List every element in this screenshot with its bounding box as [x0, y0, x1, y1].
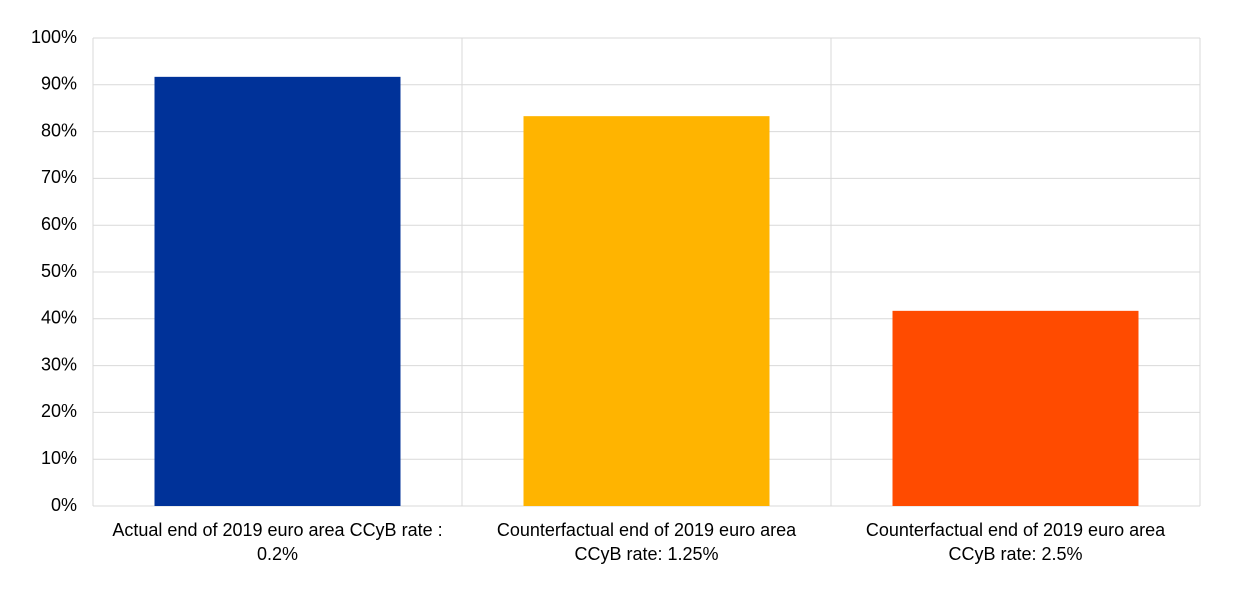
bar [892, 310, 1139, 506]
x-tick-label: Counterfactual end of 2019 euro area CCy… [496, 520, 797, 564]
x-tick-label: Counterfactual end of 2019 euro area CCy… [865, 520, 1166, 564]
x-tick-label: Actual end of 2019 euro area CCyB rate :… [112, 520, 443, 564]
y-tick-label: 40% [41, 308, 77, 328]
bar [154, 76, 401, 507]
y-tick-label: 20% [41, 401, 77, 421]
y-tick-label: 80% [41, 120, 77, 140]
bar [523, 116, 770, 506]
y-tick-label: 60% [41, 214, 77, 234]
y-tick-label: 0% [51, 495, 77, 515]
y-tick-label: 10% [41, 448, 77, 468]
y-tick-label: 90% [41, 74, 77, 94]
y-tick-label: 100% [31, 27, 77, 47]
y-tick-label: 70% [41, 167, 77, 187]
y-tick-label: 30% [41, 354, 77, 374]
y-tick-label: 50% [41, 261, 77, 281]
